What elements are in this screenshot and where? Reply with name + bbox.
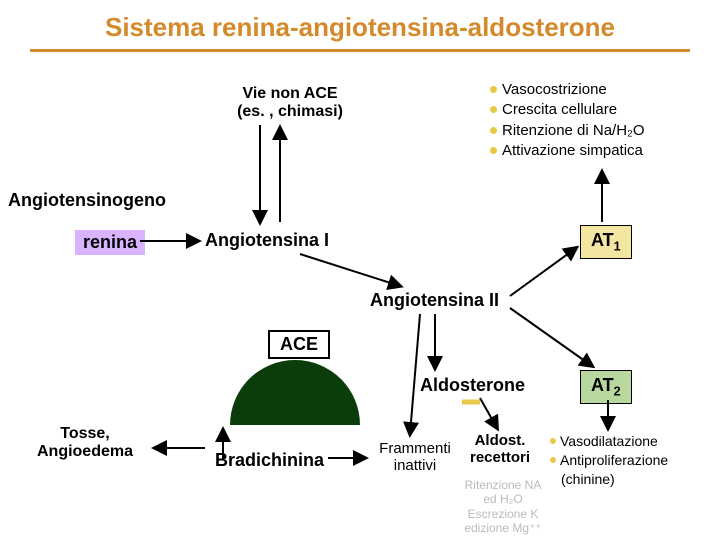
arrows-layer bbox=[0, 0, 720, 540]
arrow-ang2-to-at1 bbox=[510, 248, 576, 296]
arrow-aldosterone-to-recettori bbox=[480, 398, 497, 428]
arrow-ang2-to-frammenti bbox=[410, 314, 420, 434]
arrow-ang1-to-ang2 bbox=[300, 254, 400, 286]
arrow-ang2-to-at2 bbox=[510, 308, 592, 366]
